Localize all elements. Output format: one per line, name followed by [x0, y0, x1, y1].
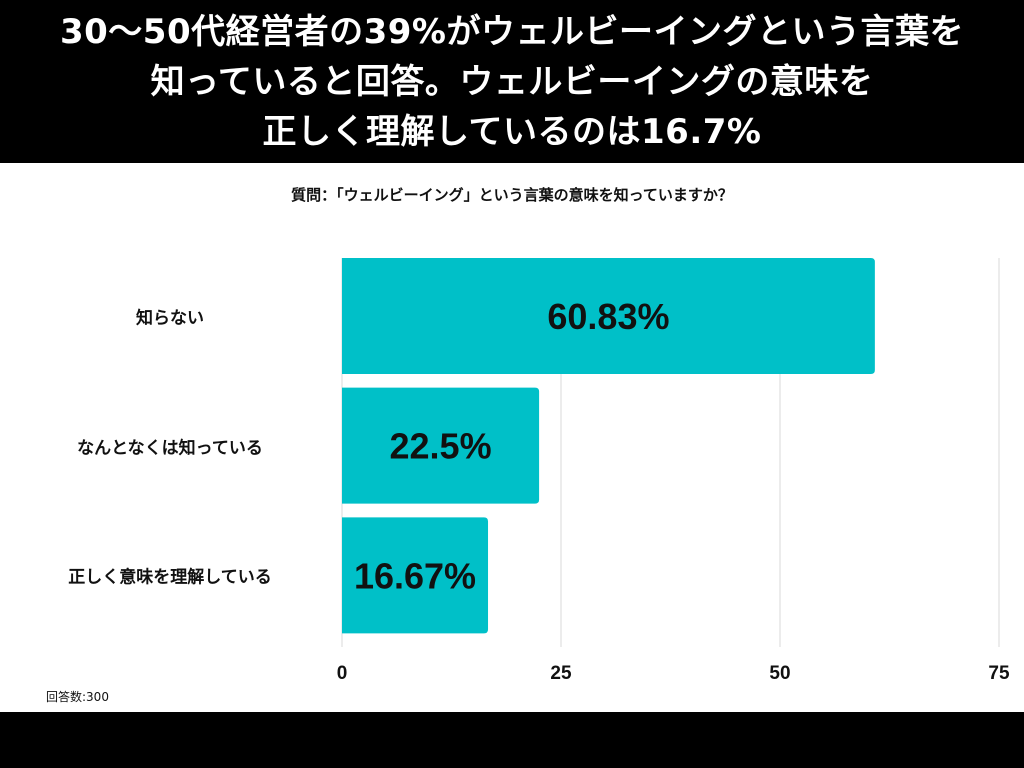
x-tick-label: 25	[550, 663, 572, 684]
category-label: 知らない	[136, 308, 204, 329]
bar	[342, 258, 875, 374]
category-label: 正しく意味を理解している	[68, 567, 272, 588]
data-label: 16.67%	[354, 555, 476, 596]
headline-line-1: 30〜50代経営者の39%がウェルビーイングという言葉を	[59, 11, 964, 52]
category-label: なんとなくは知っている	[77, 438, 263, 459]
bar	[342, 517, 489, 634]
footer-band	[0, 712, 1024, 768]
x-tick-label: 75	[988, 663, 1010, 684]
x-tick-label: 50	[769, 663, 790, 684]
x-tick-label: 0	[337, 663, 348, 684]
data-label: 22.5%	[390, 426, 492, 467]
bar	[342, 387, 540, 504]
headline-banner: 30〜50代経営者の39%がウェルビーイングという言葉を 知っていると回答。ウェ…	[0, 0, 1024, 163]
chart-title: 質問：「ウェルビーイング」という言葉の意味を知っていますか？	[291, 186, 733, 204]
headline-line-2: 知っていると回答。ウェルビーイングの意味を	[150, 61, 874, 102]
headline-line-3: 正しく理解しているのは16.7%	[262, 111, 762, 152]
data-label: 60.83%	[547, 296, 669, 337]
respondent-count: 回答数:300	[46, 690, 109, 704]
